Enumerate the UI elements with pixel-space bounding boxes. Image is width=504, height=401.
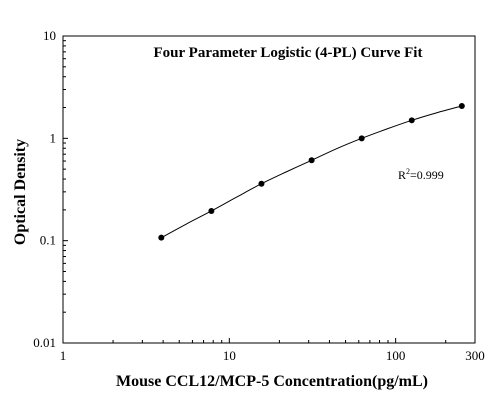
r-squared-base: R (398, 168, 406, 182)
data-point (158, 234, 165, 241)
data-point (358, 135, 365, 142)
chart-title: Four Parameter Logistic (4-PL) Curve Fit (154, 45, 423, 61)
plot-area: 1 10 100 300 0.01 0.1 1 10 (33, 28, 485, 363)
x-tick-label: 10 (223, 348, 236, 363)
y-axis-label: Optical Density (12, 139, 29, 245)
y-tick-label: 1 (50, 130, 57, 145)
x-axis-label: Mouse CCL12/MCP-5 Concentration(pg/mL) (116, 373, 428, 390)
y-tick-label: 0.01 (33, 335, 56, 350)
r-squared-annotation: R2=0.999 (398, 167, 444, 182)
data-point (458, 102, 465, 109)
r-squared-superscript: 2 (406, 167, 410, 176)
x-tick-label: 1 (60, 348, 67, 363)
x-tick-label: 100 (386, 348, 406, 363)
r-squared-value: =0.999 (410, 168, 444, 182)
data-points (158, 102, 465, 241)
data-point (308, 157, 315, 164)
y-tick-label: 0.1 (40, 233, 56, 248)
plot-frame (62, 35, 476, 344)
data-point (208, 207, 215, 214)
data-point (258, 180, 265, 187)
y-axis-ticks: 0.01 0.1 1 10 (33, 28, 68, 350)
x-tick-label: 300 (465, 348, 485, 363)
data-point (408, 117, 415, 124)
x-axis-ticks: 1 10 100 300 (60, 338, 485, 363)
y-tick-label: 10 (43, 28, 56, 43)
